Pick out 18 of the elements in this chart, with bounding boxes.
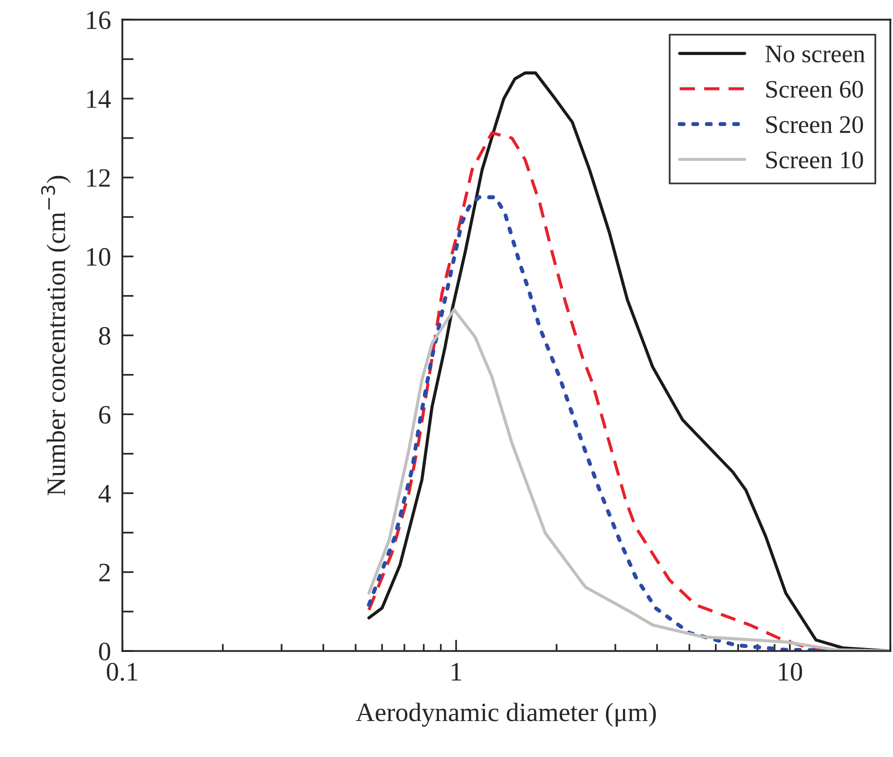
x-tick-label: 1 bbox=[452, 663, 462, 680]
x-axis-title: Aerodynamic diameter (μm) bbox=[356, 702, 656, 727]
y-tick-label: 12 bbox=[87, 169, 110, 187]
y-tick-label: 4 bbox=[98, 484, 111, 502]
x-tick-label: 0.1 bbox=[106, 662, 138, 681]
legend-label: Screen 10 bbox=[766, 152, 863, 168]
y-tick-label: 8 bbox=[99, 326, 110, 345]
x-tick-label: 10 bbox=[778, 662, 802, 681]
y-tick-label: 2 bbox=[99, 564, 110, 582]
y-axis-title: Number concentration (cm$^{−3}$) bbox=[41, 176, 71, 496]
legend-label: Screen 20 bbox=[766, 116, 863, 134]
y-tick-label: 14 bbox=[87, 90, 111, 108]
legend-label: No screen bbox=[765, 46, 865, 62]
legend-label: Screen 60 bbox=[766, 80, 863, 98]
y-tick-label: 0 bbox=[99, 642, 110, 660]
y-tick-label: 16 bbox=[87, 11, 110, 30]
y-tick-label: 10 bbox=[87, 248, 110, 266]
y-tick-label: 6 bbox=[99, 406, 110, 424]
